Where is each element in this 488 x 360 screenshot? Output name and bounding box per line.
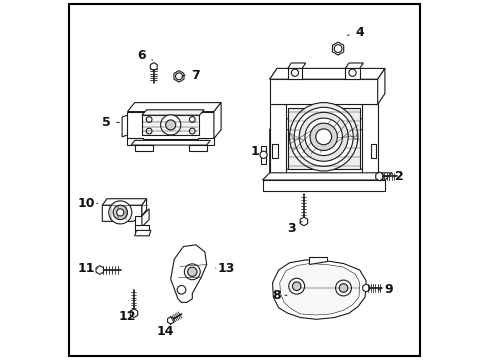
Polygon shape	[170, 245, 206, 302]
Polygon shape	[127, 112, 213, 139]
Polygon shape	[134, 216, 142, 227]
Polygon shape	[287, 63, 305, 68]
Polygon shape	[122, 115, 127, 137]
Text: 2: 2	[394, 170, 403, 183]
Polygon shape	[96, 266, 103, 274]
Circle shape	[309, 123, 337, 150]
Polygon shape	[287, 108, 359, 169]
Circle shape	[260, 151, 266, 158]
Polygon shape	[142, 110, 204, 115]
Polygon shape	[213, 103, 221, 139]
Text: 13: 13	[217, 262, 235, 275]
Circle shape	[292, 282, 301, 291]
Circle shape	[108, 201, 132, 224]
Text: 8: 8	[272, 289, 281, 302]
Text: 11: 11	[77, 262, 95, 275]
Polygon shape	[269, 119, 377, 130]
Circle shape	[339, 284, 347, 292]
Polygon shape	[262, 180, 384, 191]
Polygon shape	[300, 217, 307, 226]
Polygon shape	[102, 205, 142, 221]
Text: 12: 12	[119, 310, 136, 323]
Text: 9: 9	[384, 283, 392, 296]
Polygon shape	[134, 145, 152, 151]
Circle shape	[189, 128, 195, 134]
Polygon shape	[345, 68, 359, 79]
Polygon shape	[361, 104, 377, 184]
Circle shape	[299, 112, 347, 161]
Polygon shape	[279, 264, 359, 315]
Circle shape	[335, 280, 351, 296]
Circle shape	[289, 103, 357, 171]
Polygon shape	[366, 119, 377, 180]
Polygon shape	[131, 140, 210, 145]
Polygon shape	[287, 68, 302, 79]
Polygon shape	[345, 63, 363, 68]
Circle shape	[113, 205, 127, 220]
Polygon shape	[260, 146, 265, 164]
Circle shape	[315, 129, 331, 145]
Polygon shape	[269, 169, 377, 180]
Polygon shape	[269, 79, 377, 104]
Polygon shape	[130, 309, 138, 318]
Polygon shape	[142, 199, 146, 216]
Polygon shape	[370, 144, 375, 158]
Polygon shape	[150, 63, 157, 71]
Polygon shape	[127, 138, 142, 145]
Polygon shape	[167, 317, 173, 324]
Polygon shape	[269, 68, 384, 79]
Circle shape	[175, 73, 182, 80]
Polygon shape	[102, 199, 146, 205]
Polygon shape	[272, 260, 366, 319]
Polygon shape	[198, 138, 213, 145]
Text: 4: 4	[355, 26, 364, 39]
Polygon shape	[188, 145, 206, 151]
Text: 5: 5	[102, 116, 110, 129]
Polygon shape	[262, 173, 391, 180]
Polygon shape	[362, 284, 369, 292]
Circle shape	[288, 278, 304, 294]
Polygon shape	[134, 225, 149, 232]
Text: 14: 14	[156, 325, 174, 338]
Polygon shape	[269, 104, 285, 184]
Circle shape	[189, 117, 195, 122]
Circle shape	[177, 285, 185, 294]
Polygon shape	[174, 71, 183, 82]
Circle shape	[146, 117, 152, 122]
Polygon shape	[269, 119, 280, 180]
Polygon shape	[377, 68, 384, 104]
Polygon shape	[134, 230, 151, 236]
Polygon shape	[375, 172, 383, 181]
Circle shape	[333, 45, 341, 53]
Polygon shape	[142, 115, 199, 135]
Text: 7: 7	[191, 69, 200, 82]
Text: 1: 1	[250, 145, 259, 158]
Polygon shape	[127, 103, 221, 112]
Circle shape	[117, 209, 123, 216]
Circle shape	[294, 107, 352, 166]
Circle shape	[146, 128, 152, 134]
Text: 6: 6	[137, 49, 146, 62]
Polygon shape	[332, 42, 343, 55]
Circle shape	[348, 69, 355, 76]
Polygon shape	[309, 257, 326, 264]
Polygon shape	[142, 209, 149, 227]
Text: 10: 10	[77, 197, 95, 210]
Circle shape	[187, 267, 197, 276]
Text: 3: 3	[286, 222, 295, 235]
Circle shape	[184, 264, 200, 280]
Circle shape	[305, 118, 342, 156]
Circle shape	[160, 115, 181, 135]
Circle shape	[291, 69, 298, 76]
Circle shape	[165, 120, 175, 130]
